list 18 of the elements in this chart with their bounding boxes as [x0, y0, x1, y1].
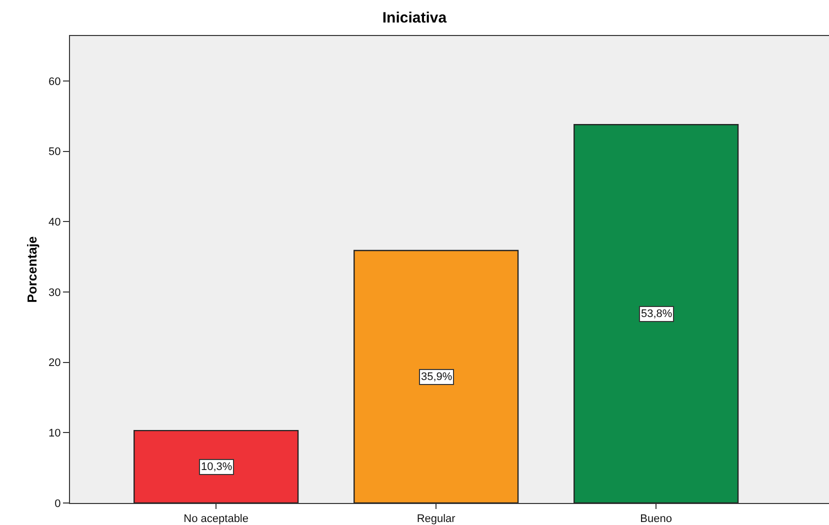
- bar: [574, 124, 739, 503]
- data-label: 35,9%: [421, 371, 452, 383]
- x-tick-label: Regular: [416, 513, 456, 525]
- x-tick-label: Bueno: [640, 513, 672, 525]
- y-tick-label: 10: [48, 428, 61, 440]
- y-tick-label: 60: [48, 76, 61, 88]
- y-tick-label: 0: [54, 498, 61, 510]
- y-tick-label: 50: [48, 146, 61, 158]
- bar: [354, 250, 519, 503]
- x-tick-label: No aceptable: [184, 513, 248, 525]
- chart-title: Iniciativa: [382, 10, 448, 27]
- bar: [134, 430, 299, 503]
- data-label: 53,8%: [641, 308, 672, 320]
- y-tick-label: 40: [48, 216, 61, 229]
- data-label: 10,3%: [201, 461, 232, 473]
- y-tick-label: 20: [48, 357, 61, 370]
- y-tick-label: 30: [48, 286, 61, 299]
- y-axis-title: Porcentaje: [24, 236, 40, 303]
